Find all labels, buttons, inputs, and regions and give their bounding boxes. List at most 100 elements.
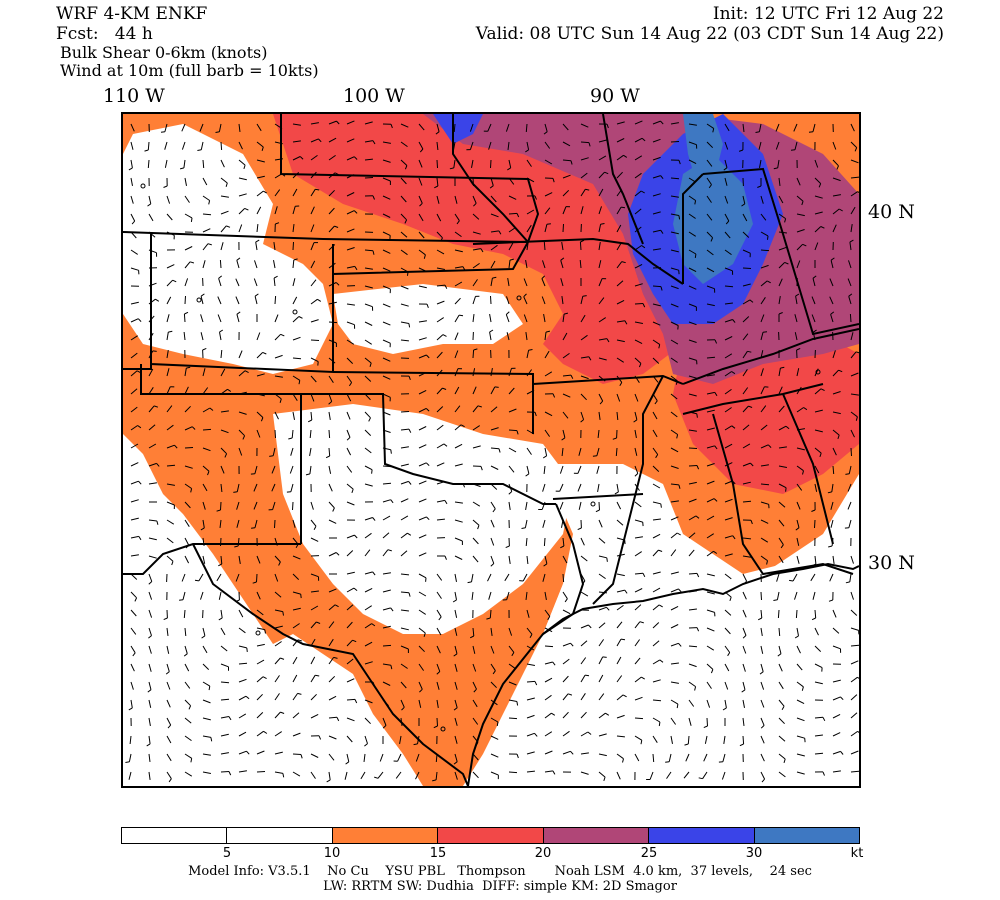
wind-barb-icon (778, 231, 787, 234)
wind-barb-icon (670, 231, 679, 235)
wind-barb-icon (256, 429, 261, 438)
wind-barb-icon (706, 231, 713, 239)
wind-barb-icon (714, 339, 718, 344)
wind-barb-icon (472, 555, 479, 563)
wind-barb-icon (542, 519, 546, 528)
wind-barb-icon (199, 123, 204, 132)
wind-barb-icon (688, 213, 696, 219)
wind-barb-icon (202, 681, 211, 687)
wind-barb-icon (328, 465, 332, 474)
wind-barb-icon (130, 517, 139, 521)
forecast-hour: Fcst: 44 h (56, 24, 153, 44)
wind-barb-icon (796, 627, 799, 636)
wind-barb-icon (346, 639, 353, 647)
wind-barb-icon (773, 167, 778, 170)
wind-barb-icon (742, 609, 747, 618)
wind-barb-icon (202, 735, 211, 738)
wind-barb-icon (652, 679, 661, 683)
wind-barb-icon (382, 644, 392, 647)
wind-barb-icon (724, 609, 732, 616)
wind-barb-icon (562, 609, 571, 615)
wind-barb-icon (598, 411, 601, 420)
wind-barb-icon (418, 426, 427, 431)
wind-barb-icon (670, 321, 679, 326)
wind-barb-icon (706, 285, 715, 290)
wind-barb-icon (742, 573, 748, 582)
wind-barb-icon (562, 352, 570, 359)
wind-barb-icon (743, 580, 747, 585)
wind-barb-icon (580, 555, 588, 562)
wind-barb-icon (490, 771, 499, 776)
wind-barb-icon (184, 717, 192, 724)
wind-barb-icon (148, 519, 157, 522)
wind-barb-icon (544, 677, 553, 683)
wind-barb-icon (706, 356, 716, 359)
wind-barb-icon (827, 491, 832, 494)
wind-barb-icon (654, 400, 658, 405)
wind-barb-icon (244, 207, 249, 211)
wind-barb-icon (616, 621, 623, 629)
wind-barb-icon (472, 386, 477, 395)
wind-barb-icon (364, 641, 373, 647)
wind-barb-icon (508, 717, 518, 720)
wind-barb-icon (847, 501, 852, 510)
wind-barb-icon (706, 681, 712, 689)
wind-barb-icon (561, 437, 566, 441)
wind-barb-icon (364, 483, 373, 487)
wind-barb-icon (382, 339, 391, 344)
wind-barb-icon (336, 120, 340, 125)
wind-barb-icon (850, 191, 858, 197)
wind-barb-icon (328, 638, 334, 647)
wind-barb-icon (560, 260, 564, 269)
colorbar-tick-label: 15 (429, 846, 447, 861)
wind-barb-icon (238, 750, 247, 755)
wind-barb-icon (218, 278, 222, 287)
wind-barb-icon (382, 532, 390, 539)
wind-barb-icon (418, 627, 426, 634)
wind-barb-icon (318, 735, 322, 740)
wind-barb-icon (742, 195, 746, 204)
wind-barb-icon (238, 662, 248, 665)
field-title-wind: Wind at 10m (full barb = 10kts) (60, 61, 319, 80)
wind-barb-icon (582, 580, 586, 585)
wind-barb-icon (372, 140, 376, 145)
wind-barb-icon (274, 123, 282, 129)
wind-barb-icon (254, 519, 258, 528)
wind-barb-icon (318, 138, 322, 143)
wind-barb-icon (658, 604, 663, 608)
wind-barb-icon (552, 178, 555, 183)
wind-barb-icon (652, 429, 658, 438)
wind-barb-icon (260, 417, 264, 422)
wind-barb-icon (471, 591, 474, 600)
wind-barb-icon (832, 447, 837, 456)
wind-barb-icon (310, 375, 317, 383)
wind-barb-icon (706, 213, 713, 221)
wind-barb-icon (616, 280, 624, 287)
wind-barb-icon (435, 771, 438, 780)
wind-barb-icon (436, 195, 440, 204)
wind-barb-icon (688, 195, 696, 201)
wind-barb-icon (236, 311, 241, 315)
wind-barb-icon (292, 172, 300, 179)
wind-barb-icon (400, 177, 407, 185)
wind-barb-icon (534, 195, 537, 200)
wind-barb-icon (543, 241, 546, 251)
wind-barb-icon (134, 597, 138, 602)
wind-barb-icon (760, 699, 765, 708)
wind-barb-icon (368, 417, 371, 422)
wind-barb-icon (675, 380, 678, 385)
wind-barb-icon (274, 675, 280, 683)
wind-barb-icon (472, 262, 480, 269)
wind-barb-icon (292, 278, 296, 287)
wind-barb-icon (436, 334, 444, 341)
wind-barb-icon (454, 386, 460, 395)
wind-barb-layer (125, 120, 859, 783)
wind-barb-icon (688, 590, 697, 593)
wind-barb-icon (274, 591, 282, 598)
wind-barb-icon (309, 429, 312, 439)
wind-barb-icon (597, 483, 600, 492)
wind-barb-icon (166, 386, 171, 395)
wind-barb-icon (364, 285, 373, 289)
wind-barb-icon (598, 674, 604, 683)
wind-barb-icon (348, 382, 353, 387)
